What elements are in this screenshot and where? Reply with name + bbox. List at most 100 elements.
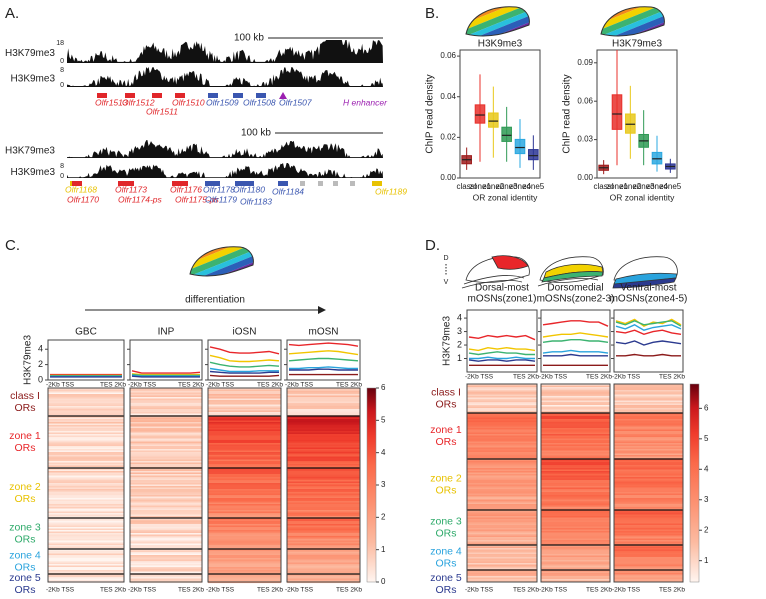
heatmap-row <box>130 486 202 488</box>
heatmap-row <box>467 481 537 484</box>
heatmap-row <box>48 398 124 401</box>
heatmap-row <box>208 471 281 473</box>
colorbar-label: 1 <box>381 545 386 554</box>
heatmap-row <box>467 432 537 435</box>
heatmap-row <box>287 540 360 543</box>
heatmap-row <box>48 391 124 393</box>
heatmap-row <box>287 486 360 488</box>
heatmap-row <box>541 567 610 570</box>
heatmap-row <box>48 496 124 499</box>
y-tick-label: 0 <box>38 374 43 384</box>
heatmap-row <box>208 571 281 574</box>
profile-line <box>288 342 359 347</box>
heatmap-row <box>208 469 281 472</box>
heatmap-frame <box>207 387 282 583</box>
heatmap-row <box>541 558 610 561</box>
heatmap-row <box>467 465 537 467</box>
heatmap-row <box>614 468 683 470</box>
heatmap-row <box>48 493 124 496</box>
heatmap-row <box>130 449 202 451</box>
heatmap-row <box>614 484 683 487</box>
heatmap-row <box>614 385 683 388</box>
heatmap-row <box>130 434 202 436</box>
heatmap-row <box>208 431 281 433</box>
heatmap-row <box>287 567 360 569</box>
heatmap-row <box>614 480 683 482</box>
heatmap-row <box>130 559 202 562</box>
heatmap-row <box>208 453 281 456</box>
heatmap-row <box>541 429 610 432</box>
heatmap-row <box>614 549 683 552</box>
profile-line <box>288 357 359 362</box>
heatmap-row <box>287 428 360 430</box>
heatmap-row <box>48 542 124 544</box>
gene-label: Olfr1508 <box>243 97 276 107</box>
heatmap-row <box>130 571 202 574</box>
gene <box>372 181 382 186</box>
heatmap-row <box>48 508 124 511</box>
heatmap-row <box>467 545 537 547</box>
heatmap-row <box>614 516 683 518</box>
heatmap-row <box>130 406 202 408</box>
heatmap-row <box>287 443 360 445</box>
heatmap-row <box>541 450 610 453</box>
heatmap-row <box>467 498 537 500</box>
heatmap-row <box>541 417 610 420</box>
heatmap-row <box>614 477 683 479</box>
heatmap-row <box>130 549 202 551</box>
heatmap-row <box>208 461 281 463</box>
heatmap-row <box>467 490 537 493</box>
gene-label: Olfr1173 <box>115 184 147 194</box>
heatmap-row <box>208 401 281 404</box>
gene-label: Olfr1509 <box>206 97 239 107</box>
heatmap-row <box>614 560 683 562</box>
heatmap-row <box>614 419 683 421</box>
signal-track <box>67 140 383 158</box>
heatmap-row <box>287 574 360 576</box>
heatmap-row <box>467 384 537 386</box>
heatmap-row <box>614 403 683 406</box>
heatmap-row <box>541 561 610 564</box>
heatmap-row <box>541 440 610 442</box>
heatmap-row <box>614 435 683 438</box>
heatmap-row <box>541 498 610 500</box>
heatmap-row <box>467 486 537 488</box>
heatmap-row <box>130 432 202 435</box>
group-label: ORs <box>15 442 36 454</box>
heatmap-row <box>287 502 360 505</box>
heatmap-row <box>208 465 281 468</box>
heatmap-row <box>48 502 124 505</box>
group-label: ORs <box>436 398 457 410</box>
x-tick-label: TES 2Kb <box>257 382 283 389</box>
heatmap-row <box>48 434 124 436</box>
track-name: H3K9me3 <box>11 167 56 178</box>
profile-line <box>542 320 609 327</box>
profile-line <box>289 368 358 371</box>
heatmap-row <box>208 498 281 500</box>
heatmap-row <box>467 419 537 421</box>
heatmap-row <box>48 536 124 538</box>
heatmap-row <box>541 459 610 461</box>
heatmap-row <box>130 567 202 569</box>
profile-line <box>615 324 682 331</box>
heatmap-row <box>48 471 124 473</box>
heatmap-row <box>467 510 537 512</box>
heatmap-row <box>208 483 281 485</box>
heatmap-row <box>467 435 537 438</box>
heatmap-row <box>614 574 683 577</box>
heatmap-row <box>467 396 537 398</box>
heatmap-row <box>208 438 281 441</box>
heatmap-row <box>287 419 360 421</box>
heatmap-row <box>467 513 537 515</box>
y-tick-label: 0.00 <box>440 173 456 182</box>
heatmap-row <box>208 478 281 481</box>
heatmap-row <box>287 413 360 416</box>
heatmap-row <box>130 507 202 509</box>
heatmap-row <box>208 400 281 402</box>
heatmap-row <box>614 529 683 532</box>
chart-title: mOSNs(zone1) <box>468 294 537 305</box>
colorbar-label: 1 <box>704 556 709 565</box>
heatmap-row <box>287 431 360 433</box>
colorbar <box>366 387 377 583</box>
signal-track <box>67 40 383 63</box>
